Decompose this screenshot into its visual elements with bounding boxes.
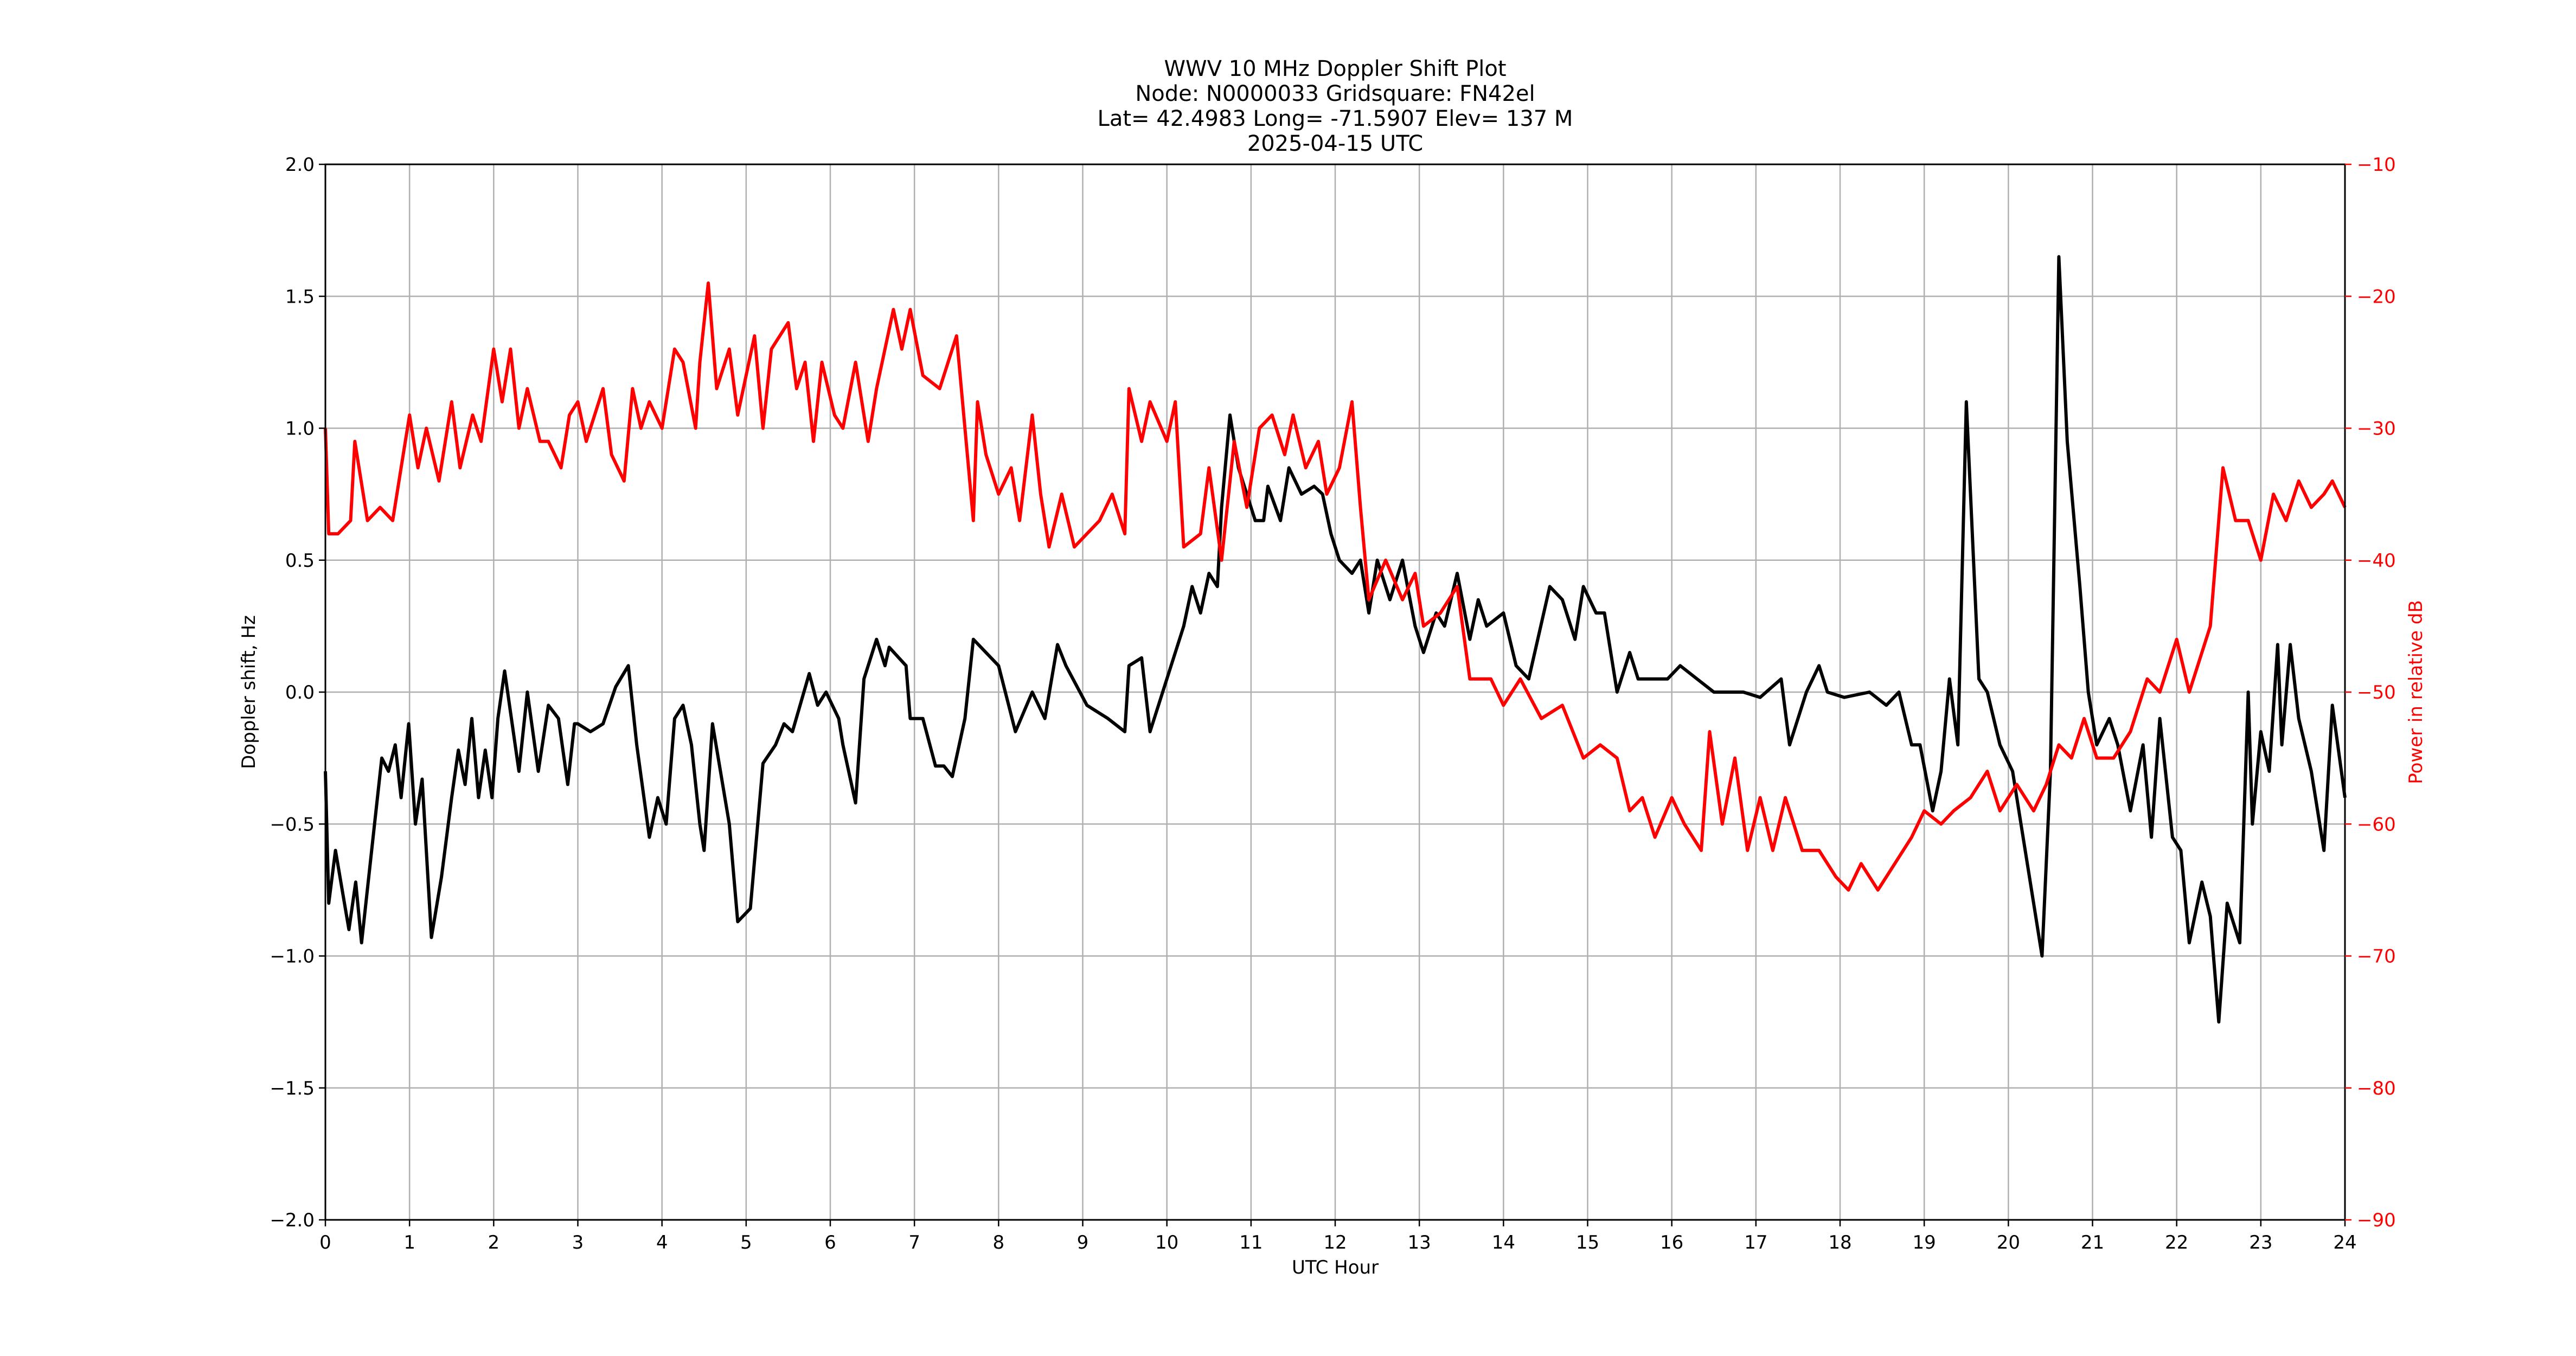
y2-tick-label: −40 [2357,550,2396,572]
x-tick-label: 14 [1492,1232,1515,1253]
y2-tick-label: −80 [2357,1078,2396,1099]
x-tick-label: 8 [993,1232,1005,1253]
y2-tick-label: −50 [2357,682,2396,703]
y-tick-label: −2.0 [270,1210,315,1231]
y2-axis-label: Power in relative dB [2405,600,2427,784]
series-line [324,281,2347,892]
y2-tick-label: −70 [2357,946,2396,968]
lines-layer [324,255,2347,1024]
x-tick-label: 19 [1913,1232,1936,1253]
y-tick-label: −0.5 [270,814,315,835]
y-tick-label: −1.0 [270,946,315,968]
x-tick-label: 4 [656,1232,668,1253]
x-tick-label: 7 [908,1232,920,1253]
y2-tick-label: −30 [2357,418,2396,440]
y-tick-label: 0.5 [285,550,315,572]
x-tick-label: 17 [1744,1232,1767,1253]
chart-title: Lat= 42.4983 Long= -71.5907 Elev= 137 M [1098,106,1573,131]
x-tick-label: 12 [1323,1232,1347,1253]
x-tick-label: 21 [2081,1232,2104,1253]
x-tick-label: 13 [1408,1232,1431,1253]
chart-title: Node: N0000033 Gridsquare: FN42el [1135,81,1535,106]
x-tick-label: 0 [319,1232,331,1253]
x-tick-label: 5 [740,1232,752,1253]
x-tick-label: 24 [2333,1232,2356,1253]
y-tick-label: −1.5 [270,1078,315,1099]
x-tick-label: 20 [1997,1232,2020,1253]
x-tick-label: 2 [488,1232,500,1253]
chart-title: WWV 10 MHz Doppler Shift Plot [1164,56,1506,81]
y-tick-label: 1.5 [285,286,315,308]
x-tick-label: 22 [2165,1232,2188,1253]
x-tick-label: 16 [1660,1232,1683,1253]
y-tick-label: 2.0 [285,154,315,176]
y2-tick-label: −60 [2357,814,2396,835]
x-tick-label: 11 [1239,1232,1263,1253]
x-tick-label: 6 [824,1232,836,1253]
x-tick-label: 15 [1576,1232,1599,1253]
x-tick-label: 23 [2249,1232,2272,1253]
y-axis-label: Doppler shift, Hz [238,615,260,769]
y2-tick-label: −20 [2357,286,2396,308]
x-tick-label: 1 [403,1232,415,1253]
x-tick-label: 10 [1155,1232,1178,1253]
x-tick-label: 9 [1077,1232,1089,1253]
y-tick-label: 1.0 [285,418,315,440]
y2-tick-label: −10 [2357,154,2396,176]
chart-title: 2025-04-15 UTC [1247,131,1423,156]
y-tick-label: 0.0 [285,682,315,703]
x-tick-label: 18 [1828,1232,1851,1253]
series-line [324,255,2347,1024]
y2-tick-label: −90 [2357,1210,2396,1231]
x-axis-label: UTC Hour [1292,1257,1379,1278]
x-tick-label: 3 [572,1232,584,1253]
